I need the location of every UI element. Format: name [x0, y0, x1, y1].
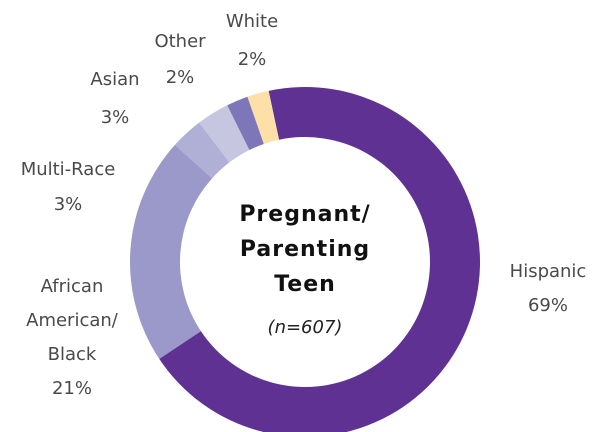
donut-slice	[227, 96, 264, 151]
category-label-line: African	[41, 276, 104, 297]
donut-slice	[174, 122, 230, 179]
category-label: White	[226, 11, 278, 32]
chart-title: Pregnant/Parenting Teen	[239, 202, 370, 297]
donut-slice	[159, 87, 480, 432]
chart-title-line: Teen	[274, 272, 336, 297]
chart-title-line: Parenting	[240, 237, 370, 262]
chart-subtitle: (n=607)	[268, 317, 343, 338]
value-label: 3%	[54, 194, 83, 215]
donut-slice	[129, 144, 213, 359]
value-label: 2%	[166, 67, 195, 88]
value-label: 21%	[52, 378, 92, 399]
category-label: Hispanic	[510, 261, 587, 282]
category-label: African American/Black	[26, 276, 119, 365]
category-label: Asian	[90, 69, 139, 90]
donut-slice	[247, 90, 280, 144]
category-label: Other	[154, 31, 206, 52]
chart-title-line: Pregnant/	[239, 202, 370, 227]
category-label-line: American/	[26, 310, 119, 331]
value-label: 2%	[238, 49, 267, 70]
category-label: Multi-Race	[21, 159, 116, 180]
value-label: 3%	[101, 107, 130, 128]
value-label: 69%	[528, 295, 568, 316]
donut-slice	[199, 105, 250, 163]
category-label-line: Black	[48, 344, 97, 365]
